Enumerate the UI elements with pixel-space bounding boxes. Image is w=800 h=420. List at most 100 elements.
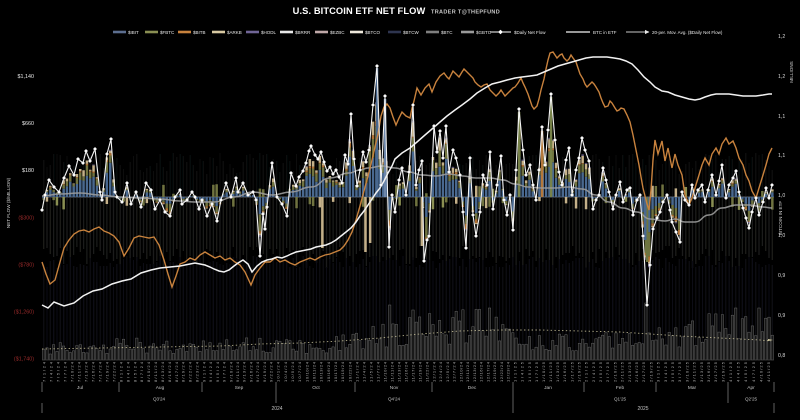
svg-text:$FBTC: $FBTC — [160, 30, 175, 35]
svg-text:12/23/24: 12/23/24 — [506, 361, 511, 382]
svg-text:2/19/25: 2/19/25 — [648, 361, 653, 382]
svg-text:12/19/24: 12/19/24 — [492, 361, 497, 382]
svg-text:11/19/24: 11/19/24 — [418, 361, 423, 382]
svg-text:1/5/25: 1/5/25 — [527, 361, 532, 382]
svg-text:2024: 2024 — [271, 406, 282, 412]
svg-text:Nov: Nov — [390, 385, 399, 391]
svg-text:2/5/25: 2/5/25 — [598, 361, 603, 382]
svg-text:4/4/25: 4/4/25 — [736, 361, 741, 382]
svg-text:Jan: Jan — [544, 385, 552, 391]
svg-text:4/10/25: 4/10/25 — [759, 361, 764, 382]
svg-text:3/1/25: 3/1/25 — [656, 361, 661, 382]
svg-text:2025: 2025 — [637, 406, 648, 412]
svg-text:3/10/25: 3/10/25 — [684, 361, 689, 382]
svg-text:1/19/25: 1/19/25 — [577, 361, 582, 382]
svg-text:8/4/24: 8/4/24 — [125, 361, 130, 382]
svg-text:MILLIONS: MILLIONS — [789, 61, 794, 82]
svg-text:9/11/24: 9/11/24 — [235, 361, 240, 382]
svg-text:10/11/24: 10/11/24 — [312, 361, 317, 382]
svg-text:8/10/24: 8/10/24 — [146, 361, 151, 382]
svg-text:11/10/24: 11/10/24 — [383, 361, 388, 382]
svg-text:3/16/25: 3/16/25 — [706, 361, 711, 382]
svg-text:7/19/24: 7/19/24 — [105, 361, 110, 382]
svg-text:7/22/24: 7/22/24 — [112, 361, 117, 382]
svg-text:11/17/24: 11/17/24 — [411, 361, 416, 382]
svg-text:9/4/24: 9/4/24 — [208, 361, 213, 382]
svg-text:7/17/24: 7/17/24 — [98, 361, 103, 382]
svg-text:$EZBC: $EZBC — [330, 30, 345, 35]
svg-text:3/4/25: 3/4/25 — [663, 361, 668, 382]
svg-text:20-per. Mov. Avg. ($Daily Net: 20-per. Mov. Avg. ($Daily Net Flow) — [652, 30, 723, 35]
svg-text:4/11/25: 4/11/25 — [766, 361, 771, 382]
svg-text:1,0: 1,0 — [778, 233, 785, 239]
svg-text:8/1/24: 8/1/24 — [119, 361, 124, 382]
svg-text:1,2: 1,2 — [778, 34, 785, 40]
svg-text:1/10/25: 1/10/25 — [541, 361, 546, 382]
svg-text:BITCOIN IN ETF: BITCOIN IN ETF — [778, 201, 783, 236]
svg-text:Aug: Aug — [156, 385, 165, 391]
svg-text:Mar: Mar — [688, 385, 697, 391]
svg-text:1/17/25: 1/17/25 — [569, 361, 574, 382]
svg-text:$IBIT: $IBIT — [128, 30, 139, 35]
svg-text:7/13/24: 7/13/24 — [84, 361, 89, 382]
svg-text:4/5/25: 4/5/25 — [743, 361, 748, 382]
svg-text:9/19/24: 9/19/24 — [262, 361, 267, 382]
svg-text:Sep: Sep — [235, 385, 244, 391]
svg-text:2/10/25: 2/10/25 — [612, 361, 617, 382]
svg-text:7/16/24: 7/16/24 — [91, 361, 96, 382]
svg-text:9/16/24: 9/16/24 — [249, 361, 254, 382]
svg-text:11/16/24: 11/16/24 — [404, 361, 409, 382]
svg-text:12/7/24: 12/7/24 — [452, 361, 457, 382]
svg-text:8/5/24: 8/5/24 — [132, 361, 137, 382]
svg-text:9/7/24: 9/7/24 — [222, 361, 227, 382]
svg-text:0,9: 0,9 — [778, 273, 785, 279]
svg-text:9/5/24: 9/5/24 — [215, 361, 220, 382]
svg-text:11/13/24: 11/13/24 — [397, 361, 402, 382]
svg-text:$Daily Net Flow: $Daily Net Flow — [514, 30, 546, 35]
svg-text:1/1/25: 1/1/25 — [513, 361, 518, 382]
svg-text:8/17/24: 8/17/24 — [174, 361, 179, 382]
svg-text:U.S. BITCOIN ETF NET FLOW: U.S. BITCOIN ETF NET FLOW — [293, 6, 426, 16]
svg-text:1,2: 1,2 — [778, 74, 785, 80]
svg-text:12/5/24: 12/5/24 — [445, 361, 450, 382]
svg-text:$1,140: $1,140 — [18, 74, 35, 80]
svg-text:1/11/25: 1/11/25 — [548, 361, 553, 382]
svg-text:10/1/24: 10/1/24 — [276, 361, 281, 382]
svg-text:12/13/24: 12/13/24 — [472, 361, 477, 382]
svg-text:10/22/24: 10/22/24 — [347, 361, 352, 382]
svg-text:($300): ($300) — [18, 216, 34, 222]
svg-text:10/7/24: 10/7/24 — [297, 361, 302, 382]
svg-text:Apr: Apr — [747, 385, 755, 391]
svg-text:1/16/25: 1/16/25 — [562, 361, 567, 382]
svg-text:($1,260): ($1,260) — [14, 310, 34, 316]
svg-text:$BTCO: $BTCO — [365, 30, 381, 35]
svg-text:2/13/25: 2/13/25 — [627, 361, 632, 382]
svg-text:10/4/24: 10/4/24 — [283, 361, 288, 382]
svg-text:2/7/25: 2/7/25 — [605, 361, 610, 382]
svg-text:7/11/24: 7/11/24 — [77, 361, 82, 382]
svg-text:2/16/25: 2/16/25 — [634, 361, 639, 382]
svg-text:9/1/24: 9/1/24 — [201, 361, 206, 382]
svg-text:Q4'24: Q4'24 — [388, 397, 401, 402]
svg-text:1/13/25: 1/13/25 — [555, 361, 560, 382]
svg-text:7/5/24: 7/5/24 — [56, 361, 61, 382]
svg-text:12/17/24: 12/17/24 — [485, 361, 490, 382]
svg-text:10/16/24: 10/16/24 — [326, 361, 331, 382]
svg-text:3/17/25: 3/17/25 — [713, 361, 718, 382]
svg-text:10/13/24: 10/13/24 — [319, 361, 324, 382]
svg-text:Feb: Feb — [616, 385, 625, 391]
svg-text:1/7/25: 1/7/25 — [534, 361, 539, 382]
svg-text:11/5/24: 11/5/24 — [369, 361, 374, 382]
svg-text:($780): ($780) — [18, 263, 34, 269]
svg-text:3/19/25: 3/19/25 — [720, 361, 725, 382]
svg-text:1,0: 1,0 — [778, 193, 785, 199]
svg-text:10/19/24: 10/19/24 — [340, 361, 345, 382]
svg-text:7/7/24: 7/7/24 — [63, 361, 68, 382]
svg-text:Oct: Oct — [312, 385, 320, 391]
svg-text:4/1/25: 4/1/25 — [728, 361, 733, 382]
svg-text:12/16/24: 12/16/24 — [479, 361, 484, 382]
svg-text:10/5/24: 10/5/24 — [290, 361, 295, 382]
svg-text:12/1/24: 12/1/24 — [431, 361, 436, 382]
svg-text:10/10/24: 10/10/24 — [304, 361, 309, 382]
svg-text:3/7/25: 3/7/25 — [677, 361, 682, 382]
